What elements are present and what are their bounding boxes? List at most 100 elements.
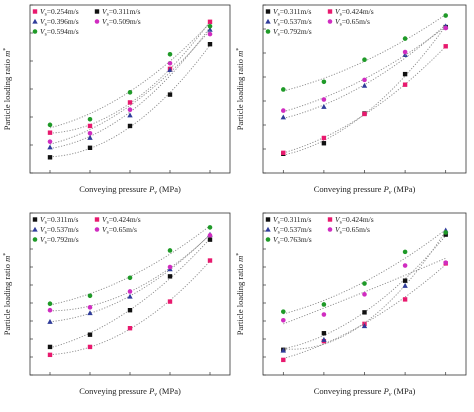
data-point <box>47 139 53 144</box>
data-point <box>321 141 327 146</box>
data-point <box>402 82 408 87</box>
data-point <box>167 92 173 97</box>
legend-marker <box>94 217 100 222</box>
legend-marker <box>327 227 333 232</box>
data-point <box>443 230 449 235</box>
data-point <box>127 100 133 105</box>
legend-entry: Vs=0.424m/s <box>335 215 374 226</box>
fit-line <box>49 238 211 349</box>
legend-marker <box>265 237 271 242</box>
data-point <box>207 258 213 263</box>
data-point <box>321 331 327 336</box>
legend-marker <box>327 217 333 222</box>
series-1 <box>47 42 213 160</box>
series-4 <box>281 229 449 315</box>
series-4 <box>47 225 213 307</box>
data-point <box>207 42 213 47</box>
data-point <box>402 297 408 302</box>
legend: Vs=0.311m/s Vs=0.424m/s Vs=0.537m/s Vs=0.65… <box>32 215 141 246</box>
data-point <box>281 357 286 363</box>
y-axis-label: Particle loading ratio m* <box>235 253 245 336</box>
data-point <box>362 111 367 117</box>
legend: Vs=0.254m/s Vs=0.311m/s Vs=0.396m/s Vs=0.50… <box>32 7 141 38</box>
legend-marker <box>265 18 271 24</box>
series-3 <box>47 233 213 313</box>
data-point <box>47 130 53 135</box>
legend-entry: Vs=0.311m/s <box>273 7 311 18</box>
data-point <box>127 90 133 95</box>
fit-line <box>283 230 447 350</box>
series-0 <box>47 19 213 135</box>
chart-panel-a: Conveying pressure Pv (MPa) Particle load… <box>2 4 231 196</box>
data-point <box>127 107 133 113</box>
legend-entry: Vs=0.311m/s <box>102 7 140 18</box>
data-point <box>47 122 53 128</box>
legend-entry: Vs=0.311m/s <box>273 215 311 226</box>
data-point <box>47 344 53 350</box>
data-point <box>443 44 448 49</box>
legend-entry: Vs=0.792m/s <box>40 235 79 246</box>
legend-entry: Vs=0.763m/s <box>273 235 312 246</box>
data-point <box>167 274 173 279</box>
legend-marker <box>94 227 100 232</box>
series-4 <box>47 22 213 129</box>
x-axis-label: Conveying pressure Pv (MPa) <box>314 386 416 398</box>
data-point <box>281 108 286 113</box>
data-point <box>321 312 327 317</box>
data-point <box>127 326 133 331</box>
series-4 <box>281 13 449 92</box>
x-axis-label: Conveying pressure Pv (MPa) <box>314 184 416 196</box>
data-point <box>321 103 327 109</box>
fit-line <box>283 14 446 92</box>
data-point <box>207 225 213 230</box>
data-point <box>167 60 173 66</box>
legend-marker <box>265 226 271 232</box>
legend-entry: Vs=0.254m/s <box>40 7 79 18</box>
fit-line <box>283 46 447 154</box>
data-point <box>321 79 327 85</box>
data-point <box>87 130 93 136</box>
legend-marker <box>265 217 271 222</box>
data-point <box>362 310 367 315</box>
series-3 <box>281 257 449 325</box>
data-point <box>281 150 286 156</box>
data-point <box>127 123 133 129</box>
data-point <box>321 302 327 307</box>
legend-marker <box>32 29 38 34</box>
legend-marker <box>327 19 333 24</box>
y-axis-label: Particle loading ratio m* <box>2 253 12 336</box>
data-point <box>207 31 213 37</box>
data-point <box>87 293 93 299</box>
legend-marker <box>94 19 100 24</box>
data-point <box>402 263 408 268</box>
data-point <box>362 77 367 83</box>
data-point <box>443 25 449 31</box>
fit-line <box>49 234 211 312</box>
data-point <box>402 278 408 283</box>
data-point <box>87 134 93 140</box>
data-point <box>127 293 133 299</box>
data-point <box>87 305 93 310</box>
data-point <box>127 275 133 281</box>
chart-panel-d: Conveying pressure Pv (MPa) Particle load… <box>235 212 467 398</box>
data-point <box>47 155 53 160</box>
legend-entry: Vs=0.537m/s <box>40 225 79 236</box>
series-3 <box>281 25 449 113</box>
fit-line <box>49 260 211 356</box>
data-point <box>47 318 53 324</box>
series-0 <box>47 237 213 350</box>
legend-entry: Vs=0.65m/s <box>335 17 370 28</box>
fit-line <box>283 257 446 325</box>
data-point <box>207 237 213 242</box>
fit-line <box>283 264 446 359</box>
legend-entry: Vs=0.424m/s <box>102 215 141 226</box>
y-axis-label: Particle loading ratio m* <box>2 48 12 131</box>
data-point <box>47 307 53 313</box>
data-point <box>207 23 213 29</box>
series-2 <box>47 26 213 150</box>
legend-marker <box>327 9 333 14</box>
legend-entry: Vs=0.509m/s <box>102 17 141 28</box>
data-point <box>362 57 367 63</box>
series-0 <box>281 24 448 156</box>
